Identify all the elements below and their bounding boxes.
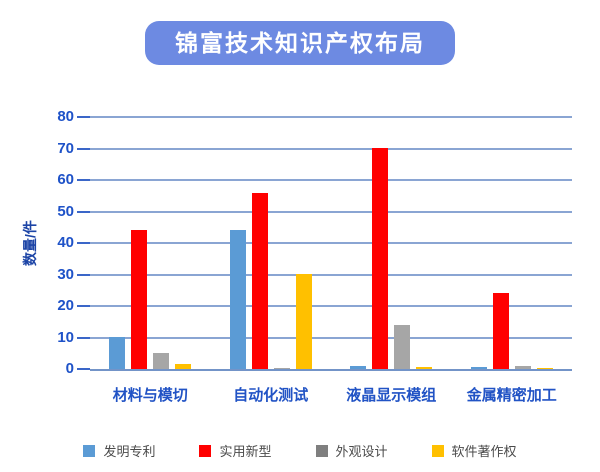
bar-series-4 bbox=[416, 367, 433, 369]
bar-series-4 bbox=[175, 364, 192, 369]
bar-group bbox=[331, 117, 452, 369]
y-tick-mark bbox=[77, 147, 90, 150]
y-tick-label: 60 bbox=[57, 171, 74, 188]
bar-series-2 bbox=[251, 193, 268, 369]
gridline bbox=[90, 273, 572, 276]
legend-marker bbox=[431, 444, 444, 457]
legend-item-3: 外观设计 bbox=[315, 441, 388, 460]
legend-item-2: 实用新型 bbox=[199, 441, 272, 460]
x-category-label: 金属精密加工 bbox=[466, 387, 557, 404]
bar-group bbox=[211, 117, 332, 369]
gridline bbox=[90, 179, 572, 181]
y-tick-label: 40 bbox=[57, 234, 74, 251]
legend-item-4: 软件著作权 bbox=[431, 441, 517, 460]
legend-marker bbox=[83, 444, 96, 457]
gridline bbox=[90, 210, 572, 213]
legend-label: 实用新型 bbox=[219, 444, 272, 459]
bar-series-2 bbox=[492, 293, 509, 369]
y-tick-mark bbox=[77, 116, 90, 118]
y-tick-label: 20 bbox=[57, 297, 74, 314]
y-tick-label: 70 bbox=[57, 139, 74, 157]
x-category-label: 自动化测试 bbox=[233, 387, 309, 404]
legend-label: 发明专利 bbox=[103, 444, 156, 459]
chart-title: 锦富技术知识产权布局 bbox=[145, 21, 455, 65]
y-tick-mark bbox=[77, 179, 90, 181]
bar-series-3 bbox=[514, 366, 531, 369]
y-tick-label: 10 bbox=[57, 328, 74, 346]
bar-series-3 bbox=[153, 353, 170, 369]
legend-marker bbox=[199, 444, 212, 457]
legend: 发明专利 实用新型 外观设计 软件著作权 bbox=[0, 441, 600, 460]
bar-series-1 bbox=[470, 367, 487, 369]
y-tick-mark bbox=[77, 242, 90, 244]
gridline bbox=[90, 305, 572, 307]
y-tick-mark bbox=[77, 336, 90, 339]
bar-groups bbox=[90, 117, 572, 369]
x-category-label: 材料与模切 bbox=[112, 387, 188, 404]
y-tick-label: 50 bbox=[57, 202, 74, 220]
bar-group bbox=[90, 117, 211, 369]
bar-series-1 bbox=[229, 230, 246, 369]
bar-series-3 bbox=[273, 368, 290, 369]
gridline bbox=[90, 336, 572, 339]
gridline bbox=[90, 116, 572, 118]
bar-series-1 bbox=[350, 366, 367, 369]
gridline bbox=[90, 242, 572, 244]
bar-series-1 bbox=[109, 337, 126, 369]
legend-marker bbox=[315, 444, 328, 457]
y-tick-label: 0 bbox=[65, 360, 74, 377]
y-tick-mark bbox=[77, 368, 90, 370]
legend-item-1: 发明专利 bbox=[83, 441, 155, 460]
bar-series-2 bbox=[131, 230, 148, 369]
y-tick-label: 30 bbox=[57, 265, 74, 283]
y-axis-ticks: 0 10 20 30 40 50 60 70 80 bbox=[34, 108, 74, 377]
x-category-label: 液晶显示模组 bbox=[346, 387, 437, 404]
y-tick-mark bbox=[77, 305, 90, 307]
bar-series-3 bbox=[394, 325, 411, 369]
bar-group bbox=[452, 117, 573, 369]
y-axis-tick-marks bbox=[77, 116, 90, 370]
bar-series-4 bbox=[295, 274, 312, 369]
y-tick-label: 80 bbox=[57, 108, 74, 125]
legend-label: 软件著作权 bbox=[451, 444, 517, 459]
bar-series-2 bbox=[372, 148, 389, 369]
y-tick-mark bbox=[77, 210, 90, 213]
y-tick-mark bbox=[77, 273, 90, 276]
bar-series-4 bbox=[536, 368, 553, 369]
gridline bbox=[90, 147, 572, 150]
legend-label: 外观设计 bbox=[335, 444, 388, 459]
plot-area bbox=[90, 116, 572, 371]
x-axis-labels: 材料与模切 自动化测试 液晶显示模组 金属精密加工 bbox=[90, 384, 572, 405]
